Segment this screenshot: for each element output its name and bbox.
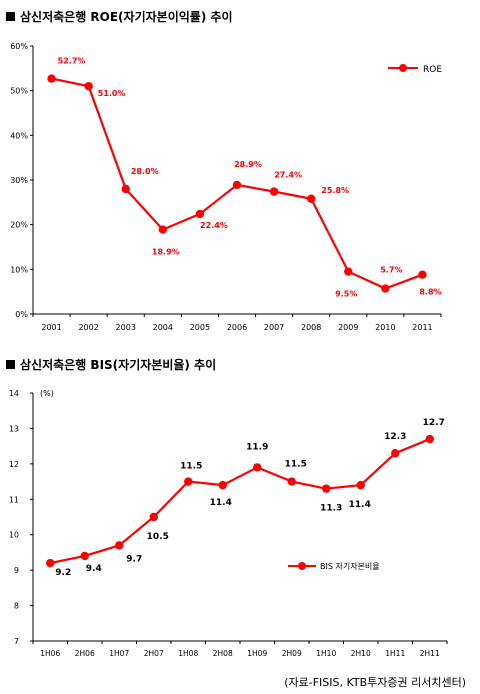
roe-y-tick-label: 20% <box>10 221 28 230</box>
roe-data-label: 52.7% <box>58 57 86 66</box>
roe-x-tick-label: 2004 <box>153 323 173 332</box>
roe-y-tick-label: 30% <box>10 176 28 185</box>
bis-x-tick-label: 1H06 <box>40 649 60 658</box>
roe-x-tick-label: 2003 <box>116 323 136 332</box>
roe-data-label: 22.4% <box>200 221 228 230</box>
bis-y-tick-label: 12 <box>9 460 19 469</box>
bis-chart-title-text: 삼신저축은행 BIS(자기자본비율) 추이 <box>20 358 217 372</box>
bis-x-tick-label: 1H08 <box>178 649 198 658</box>
roe-y-tick-label: 10% <box>10 265 28 274</box>
bis-x-tick-label: 1H09 <box>247 649 267 658</box>
bis-unit-label: (%) <box>40 389 54 398</box>
source-note: (자료-FISIS, KTB투자증권 리서치센터) <box>284 676 466 689</box>
bis-data-label: 11.9 <box>246 442 268 452</box>
bis-data-point <box>184 477 193 486</box>
roe-data-point <box>232 180 242 190</box>
roe-x-tick-label: 2006 <box>227 323 247 332</box>
roe-y-tick-label: 60% <box>10 42 28 51</box>
roe-legend-marker <box>399 64 407 72</box>
bis-x-tick-label: 1H11 <box>385 649 405 658</box>
roe-data-label: 25.8% <box>321 186 349 195</box>
bis-data-label: 11.4 <box>210 498 232 508</box>
roe-data-point <box>47 74 56 83</box>
bis-data-point <box>80 551 89 561</box>
bis-x-tick-label: 2H06 <box>75 649 95 658</box>
bis-y-tick-label: 13 <box>9 424 19 433</box>
bis-y-tick-label: 7 <box>14 637 19 646</box>
bis-data-point <box>46 558 55 568</box>
roe-chart-title-text: 삼신저축은행 ROE(자기자본이익률) 추이 <box>20 10 233 24</box>
bis-data-label: 10.5 <box>147 532 169 542</box>
roe-y-tick-label: 0% <box>15 310 28 319</box>
roe-x-tick-label: 2010 <box>375 323 395 332</box>
roe-y-tick-label: 40% <box>10 131 28 140</box>
bis-legend-marker <box>298 562 306 570</box>
roe-x-tick-label: 2011 <box>412 323 432 332</box>
bis-data-point <box>391 449 400 458</box>
bis-data-point <box>356 480 365 490</box>
roe-x-tick-label: 2009 <box>338 323 358 332</box>
bis-y-tick-label: 11 <box>9 495 19 504</box>
roe-data-label: 28.0% <box>131 167 159 176</box>
roe-y-tick-label: 50% <box>10 87 28 96</box>
roe-data-point <box>306 194 316 203</box>
bis-data-point <box>322 484 331 493</box>
roe-data-label: 8.8% <box>419 288 441 297</box>
bis-y-tick-label: 10 <box>9 531 19 540</box>
bis-x-tick-label: 2H11 <box>420 649 440 658</box>
bis-data-label: 9.2 <box>55 568 71 578</box>
bis-x-tick-label: 2H07 <box>144 649 164 658</box>
roe-x-tick-label: 2007 <box>264 323 284 332</box>
roe-data-label: 51.0% <box>98 89 126 98</box>
roe-data-point <box>381 284 390 293</box>
roe-data-point <box>418 270 427 279</box>
bis-data-label: 11.5 <box>180 462 202 472</box>
bis-data-point <box>149 512 158 522</box>
roe-data-label: 9.5% <box>335 290 357 299</box>
bis-data-label: 11.3 <box>320 504 342 514</box>
bis-data-label: 12.7 <box>423 418 445 428</box>
bis-y-tick-label: 14 <box>9 389 19 398</box>
bis-data-label: 11.5 <box>285 460 307 470</box>
roe-data-point <box>344 267 353 276</box>
bis-data-point <box>115 541 124 550</box>
bis-y-tick-label: 8 <box>14 602 19 611</box>
bis-series-line <box>50 438 431 565</box>
bis-x-tick-label: 1H07 <box>109 649 129 658</box>
roe-data-point <box>158 225 168 234</box>
roe-data-label: 28.9% <box>234 160 262 169</box>
roe-data-label: 18.9% <box>152 248 180 257</box>
bis-chart-title: 삼신저축은행 BIS(자기자본비율) 추이 <box>6 356 216 373</box>
bis-legend-label: BIS 자기자본비율 <box>320 562 380 571</box>
bis-data-label: 11.4 <box>349 500 371 510</box>
bis-data-label: 9.4 <box>86 564 102 574</box>
roe-x-tick-label: 2008 <box>301 323 321 332</box>
roe-x-tick-label: 2001 <box>41 323 61 332</box>
roe-data-point <box>84 82 93 91</box>
bullet-square-icon <box>6 12 15 21</box>
bis-data-label: 12.3 <box>384 432 406 442</box>
bis-y-tick-label: 9 <box>14 566 19 575</box>
bullet-square-icon <box>6 360 15 369</box>
bis-data-point <box>253 463 262 472</box>
roe-legend-label: ROE <box>423 65 442 75</box>
roe-line-chart: 0% 10% 20% 30% 40% 50% 60% 2001 2002 2003 2004 2005… <box>10 42 442 332</box>
bis-x-tick-label: 2H09 <box>282 649 302 658</box>
roe-x-tick-label: 2002 <box>78 323 98 332</box>
roe-data-point <box>121 184 130 194</box>
roe-x-tick-label: 2005 <box>190 323 210 332</box>
roe-data-label: 5.7% <box>380 266 402 275</box>
bis-x-tick-label: 1H10 <box>316 649 336 658</box>
bis-data-point <box>425 434 434 444</box>
bis-x-tick-label: 2H08 <box>213 649 233 658</box>
roe-data-label: 27.4% <box>274 171 302 180</box>
bis-data-point <box>287 477 296 486</box>
roe-data-point <box>269 187 279 196</box>
roe-chart-title: 삼신저축은행 ROE(자기자본이익률) 추이 <box>6 8 233 25</box>
bis-data-point <box>218 480 227 490</box>
bis-data-label: 9.7 <box>126 554 142 564</box>
bis-x-tick-label: 2H10 <box>351 649 371 658</box>
roe-data-point <box>195 209 205 219</box>
